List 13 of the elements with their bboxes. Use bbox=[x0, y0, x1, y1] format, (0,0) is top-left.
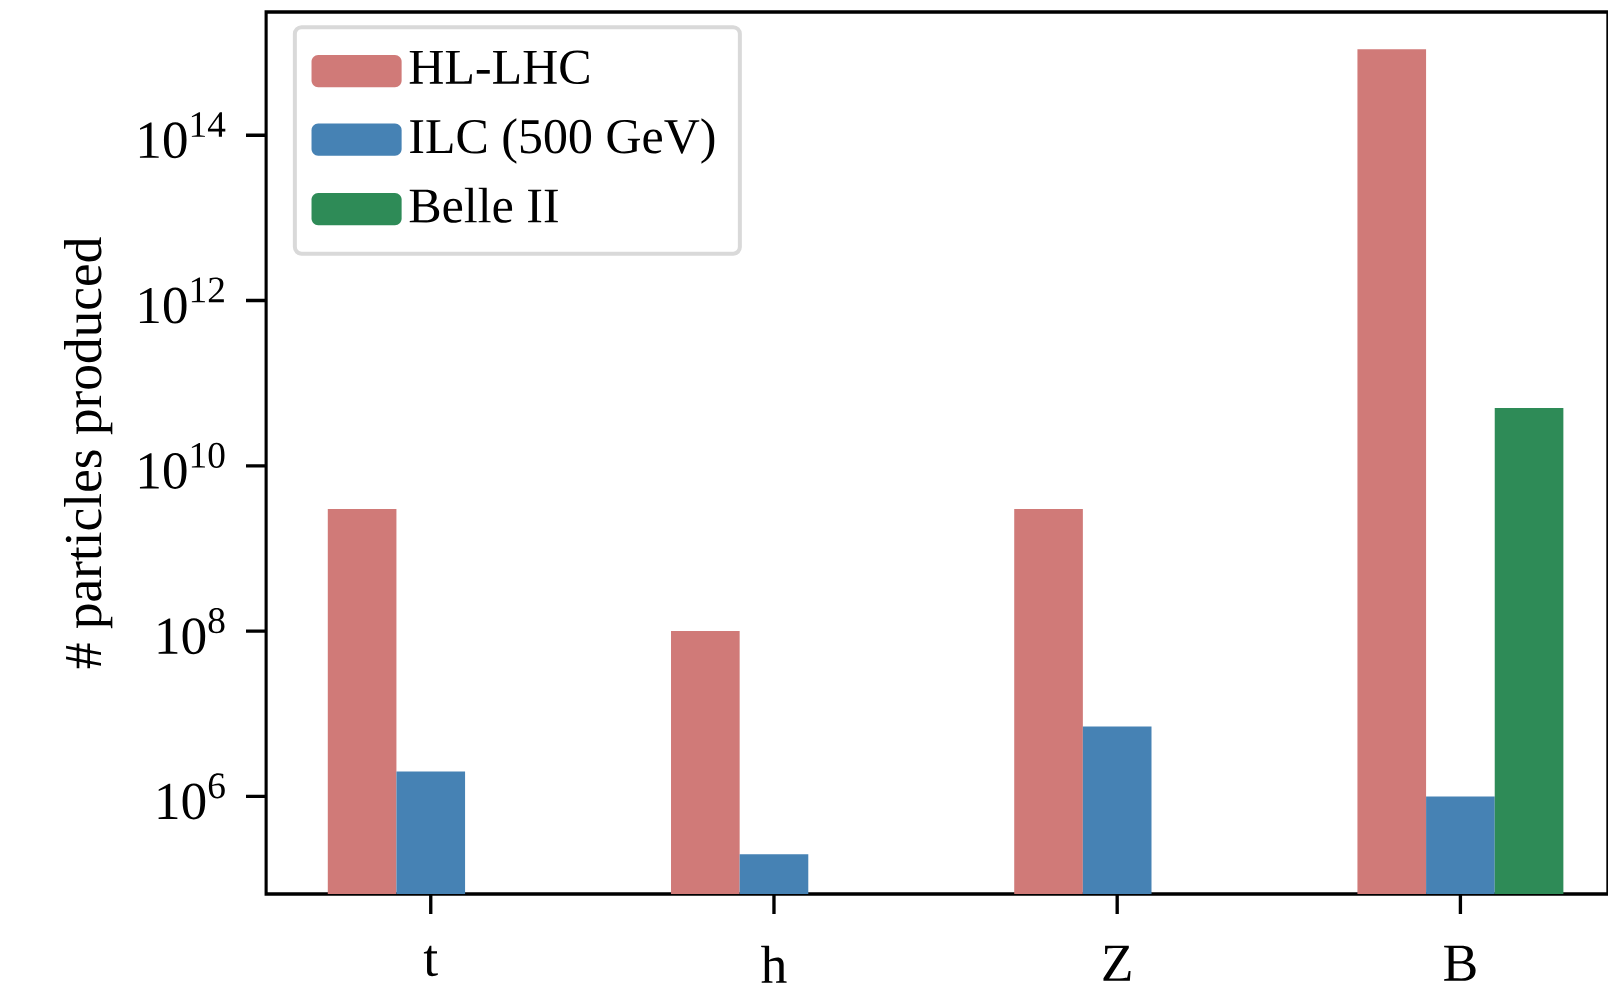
x-tick-label: t bbox=[423, 945, 438, 977]
y-tick-label: 10$^{6}$ bbox=[158, 773, 225, 820]
legend-label: ILC (500 GeV) bbox=[410, 118, 715, 164]
x-tick-label: B bbox=[1444, 945, 1476, 981]
y-axis-title: # particles produced bbox=[63, 237, 113, 669]
legend-label: Belle II bbox=[409, 187, 558, 223]
x-tick-label: h bbox=[761, 945, 787, 983]
legend-label: HL-LHC bbox=[409, 50, 589, 85]
x-tick-label: Z bbox=[1103, 945, 1131, 981]
y-tick-label: 10$^{12}$ bbox=[139, 277, 224, 324]
y-tick-label: 10$^{8}$ bbox=[158, 607, 225, 655]
y-tick-label: 10$^{14}$ bbox=[139, 112, 226, 159]
y-tick-label: 10$^{10}$ bbox=[139, 442, 225, 489]
